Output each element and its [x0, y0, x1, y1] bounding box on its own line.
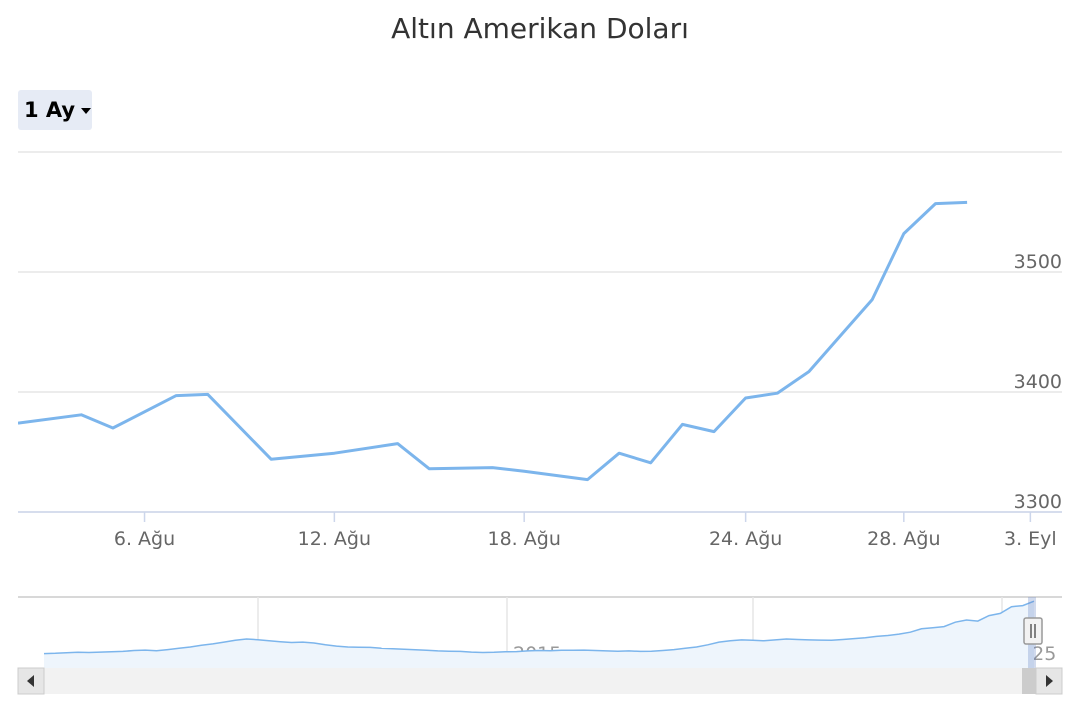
- y-axis: 3300 3400 3500: [1014, 251, 1062, 513]
- range-selector-label: 1 Ay: [24, 98, 76, 122]
- arrow-right-icon: [1046, 675, 1053, 687]
- y-tick-label: 3500: [1014, 251, 1062, 273]
- navigator-handle[interactable]: [1023, 617, 1043, 645]
- x-tick-label: 6. Ağu: [114, 528, 175, 550]
- x-tick-label: 12. Ağu: [298, 528, 371, 550]
- range-selector-dropdown[interactable]: 1 Ay: [18, 90, 92, 130]
- chart-title: Altın Amerikan Doları: [391, 12, 689, 45]
- series-line: [18, 200, 968, 482]
- navigator-area: [44, 601, 1034, 668]
- scrollbar: [17, 667, 1063, 695]
- y-tick-label: 3300: [1014, 491, 1062, 513]
- caret-down-icon: [81, 108, 92, 114]
- x-tick-label: 28. Ağu: [867, 528, 940, 550]
- navigator: 2010201520202025: [18, 596, 1062, 668]
- scrollbar-thumb[interactable]: [1022, 668, 1036, 694]
- x-tick-label: 3. Eyl: [1004, 528, 1057, 550]
- navigator-series: [43, 600, 1035, 655]
- scrollbar-track[interactable]: [18, 668, 1062, 694]
- grid-lines: [18, 151, 1062, 513]
- y-tick-label: 3400: [1014, 371, 1062, 393]
- x-tick-label: 18. Ağu: [488, 528, 561, 550]
- x-axis: 6. Ağu 12. Ağu 18. Ağu 24. Ağu 28. Ağu 3. Eyl: [18, 511, 1062, 550]
- arrow-left-icon: [27, 675, 34, 687]
- x-tick-label: 24. Ağu: [709, 528, 782, 550]
